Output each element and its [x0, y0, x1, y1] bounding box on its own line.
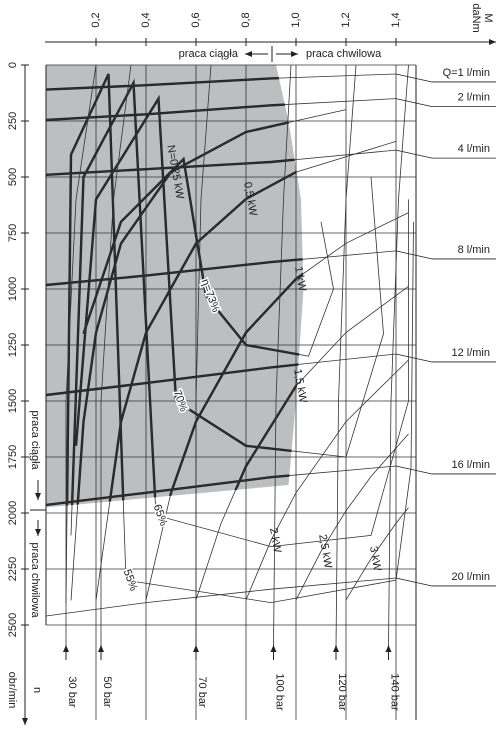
efficiency-line — [65, 73, 414, 604]
pressure-line — [335, 64, 357, 648]
y-axis-label: n — [31, 687, 43, 693]
flow-label: 2 l/min — [458, 92, 490, 104]
power-label: 1 kW — [292, 266, 308, 293]
flow-line — [45, 353, 397, 396]
flow-line — [45, 149, 397, 176]
y-tick-label: 2000 — [7, 501, 19, 525]
flow-line — [45, 98, 397, 121]
x-tick-label: 0,4 — [140, 12, 152, 27]
flow-label: 20 l/min — [451, 571, 490, 583]
power-line — [345, 507, 409, 601]
leader-line — [395, 353, 433, 363]
pressure-label: 140 bar — [389, 673, 401, 711]
y-tick-label: 750 — [7, 224, 19, 242]
power-label: 1,5 kW — [291, 368, 309, 404]
y-tick-label: 2250 — [7, 557, 19, 581]
efficiency-label: 65% — [151, 503, 170, 528]
flow-label: Q=1 l/min — [443, 67, 490, 79]
y-tick-label: 1750 — [7, 445, 19, 469]
y-tick-label: 1500 — [7, 389, 19, 413]
pressure-label: 30 bar — [66, 676, 78, 708]
y-tick-label: 1000 — [7, 277, 19, 301]
x-tick-label: 1,0 — [290, 12, 302, 27]
leader-line — [395, 73, 433, 83]
power-line — [70, 109, 347, 601]
flow-line — [45, 577, 397, 617]
pressure-line — [65, 64, 97, 648]
power-label: 2,5 kW — [316, 533, 334, 569]
y-tick-label: 0 — [7, 62, 19, 68]
x-tick-label: 0,2 — [90, 12, 102, 27]
efficiency-line — [75, 97, 384, 458]
y-tick-label: 2500 — [7, 613, 19, 637]
efficiency-line — [83, 158, 334, 357]
pressure-line — [273, 64, 292, 648]
flow-label: 16 l/min — [451, 459, 490, 471]
power-label: 3 kW — [367, 545, 383, 572]
flow-line — [45, 465, 397, 506]
leader-line — [395, 98, 433, 107]
x-tick-label: 0,6 — [190, 12, 202, 27]
x-tick-label: 0,8 — [240, 12, 252, 27]
leader-line — [395, 465, 433, 475]
power-line — [195, 285, 409, 601]
leader-line — [395, 250, 433, 260]
y-tick-label: 500 — [7, 168, 19, 186]
x-axis-label: M — [482, 13, 494, 22]
y-tick-label: 1250 — [7, 333, 19, 357]
flow-line — [45, 250, 397, 286]
pressure-label: 120 bar — [336, 673, 348, 711]
x-tick-label: 1,2 — [340, 12, 352, 27]
flow-label: 4 l/min — [458, 143, 490, 155]
power-line — [95, 141, 397, 601]
annotation: praca ciągła — [29, 410, 41, 470]
efficiency-line — [70, 81, 409, 548]
power-line — [295, 433, 409, 601]
flow-label: 8 l/min — [458, 244, 490, 256]
annotation: praca chwilowa — [306, 48, 382, 60]
annotation: praca ciągła — [179, 48, 239, 60]
power-label: 0,5 kW — [241, 181, 259, 217]
leader-line — [395, 577, 433, 587]
y-tick-label: 250 — [7, 112, 19, 130]
efficiency-label: 55% — [121, 568, 140, 593]
pressure-line — [388, 64, 409, 648]
x-tick-label: 1,4 — [390, 12, 402, 27]
flow-label: 12 l/min — [451, 347, 490, 359]
power-line-continuous — [294, 433, 304, 508]
power-label: 2 kW — [267, 527, 283, 554]
y-axis-unit: obr/min — [6, 672, 18, 709]
power-line — [245, 359, 409, 601]
pressure-label: 50 bar — [101, 676, 113, 708]
pressure-label: 70 bar — [196, 676, 208, 708]
flow-line — [45, 73, 397, 90]
power-line — [145, 212, 409, 600]
pressure-label: 100 bar — [274, 673, 286, 711]
pressure-line — [195, 64, 212, 648]
x-axis-unit: daNm — [470, 3, 482, 32]
pressure-line — [100, 64, 132, 648]
continuous-work-area — [46, 65, 304, 508]
annotation: praca chwilowa — [29, 542, 41, 618]
